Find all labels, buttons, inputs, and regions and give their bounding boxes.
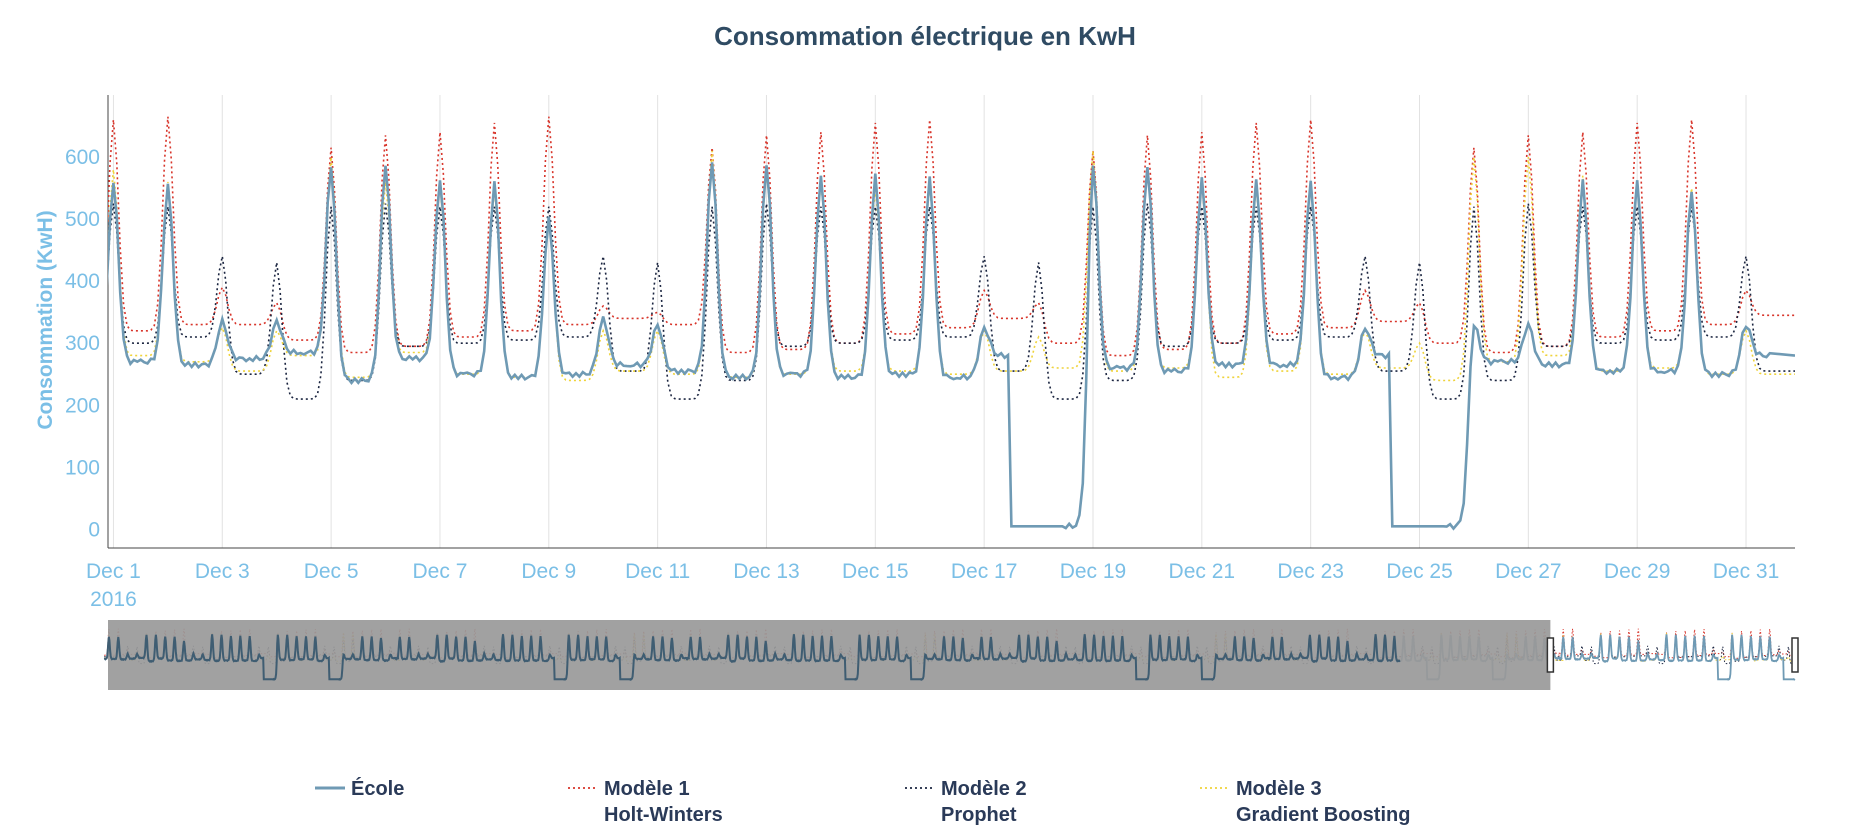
y-tick-label: 100 xyxy=(65,456,100,479)
y-tick-label: 400 xyxy=(65,270,100,293)
gridlines xyxy=(112,95,1747,548)
y-tick-label: 300 xyxy=(65,332,100,355)
x-tick-label: Dec 25 xyxy=(1386,560,1453,583)
plot-area xyxy=(108,116,1795,531)
legend-item-0[interactable]: École xyxy=(315,777,404,800)
x-tick-label: Dec 31 xyxy=(1713,560,1780,583)
x-axis: Dec 1 2016 Dec 3 Dec 5 Dec 7 Dec 9 Dec 11 Dec 1… xyxy=(86,547,1795,611)
y-tick-label: 200 xyxy=(65,394,100,417)
legend-label-sub: Gradient Boosting xyxy=(1236,804,1410,826)
range-slider-handle-right[interactable] xyxy=(1791,637,1799,673)
range-slider-handle-left[interactable] xyxy=(1546,637,1555,673)
x-tick-label: Dec 11 xyxy=(625,560,690,583)
x-tick-label: Dec 15 xyxy=(842,560,909,583)
legend-label-sub: Prophet xyxy=(941,804,1017,826)
legend-item-1[interactable]: Modèle 1 Holt-Winters xyxy=(568,778,723,826)
x-tick-sublabel: 2016 xyxy=(90,588,137,611)
slider-masked-trace xyxy=(103,634,1401,681)
legend-item-3[interactable]: Modèle 3 Gradient Boosting xyxy=(1200,778,1410,826)
y-tick-label: 0 xyxy=(88,518,100,541)
chart-title: Consommation électrique en KwH xyxy=(714,21,1136,51)
range-slider[interactable] xyxy=(103,620,1799,690)
x-tick-label: Dec 7 xyxy=(413,560,468,583)
x-tick-label: Dec 9 xyxy=(521,560,576,583)
legend-label: Modèle 2 xyxy=(941,778,1027,800)
series-line-1 xyxy=(108,116,1795,357)
legend-label-sub: Holt-Winters xyxy=(604,804,723,826)
y-axis: 0 100 200 300 400 500 600 xyxy=(65,95,109,548)
legend: École Modèle 1 Holt-Winters Modèle 2 Prophet… xyxy=(315,777,1410,826)
x-tick-label: Dec 29 xyxy=(1604,560,1671,583)
x-tick-label: Dec 23 xyxy=(1277,560,1344,583)
x-tick-label: Dec 19 xyxy=(1060,560,1127,583)
series-line-0 xyxy=(108,162,1795,531)
x-tick-label: Dec 1 xyxy=(86,560,141,583)
legend-label: Modèle 1 xyxy=(604,778,690,800)
y-tick-label: 500 xyxy=(65,208,100,231)
y-axis-label: Consommation (KwH) xyxy=(34,210,57,429)
y-tick-label: 600 xyxy=(65,146,100,169)
x-tick-label: Dec 13 xyxy=(733,560,800,583)
legend-label: Modèle 3 xyxy=(1236,778,1322,800)
x-tick-label: Dec 27 xyxy=(1495,560,1562,583)
x-tick-label: Dec 21 xyxy=(1169,560,1236,583)
legend-item-2[interactable]: Modèle 2 Prophet xyxy=(905,778,1027,826)
x-tick-label: Dec 5 xyxy=(304,560,359,583)
x-tick-label: Dec 3 xyxy=(195,560,250,583)
legend-label: École xyxy=(351,777,404,800)
x-tick-label: Dec 17 xyxy=(951,560,1018,583)
